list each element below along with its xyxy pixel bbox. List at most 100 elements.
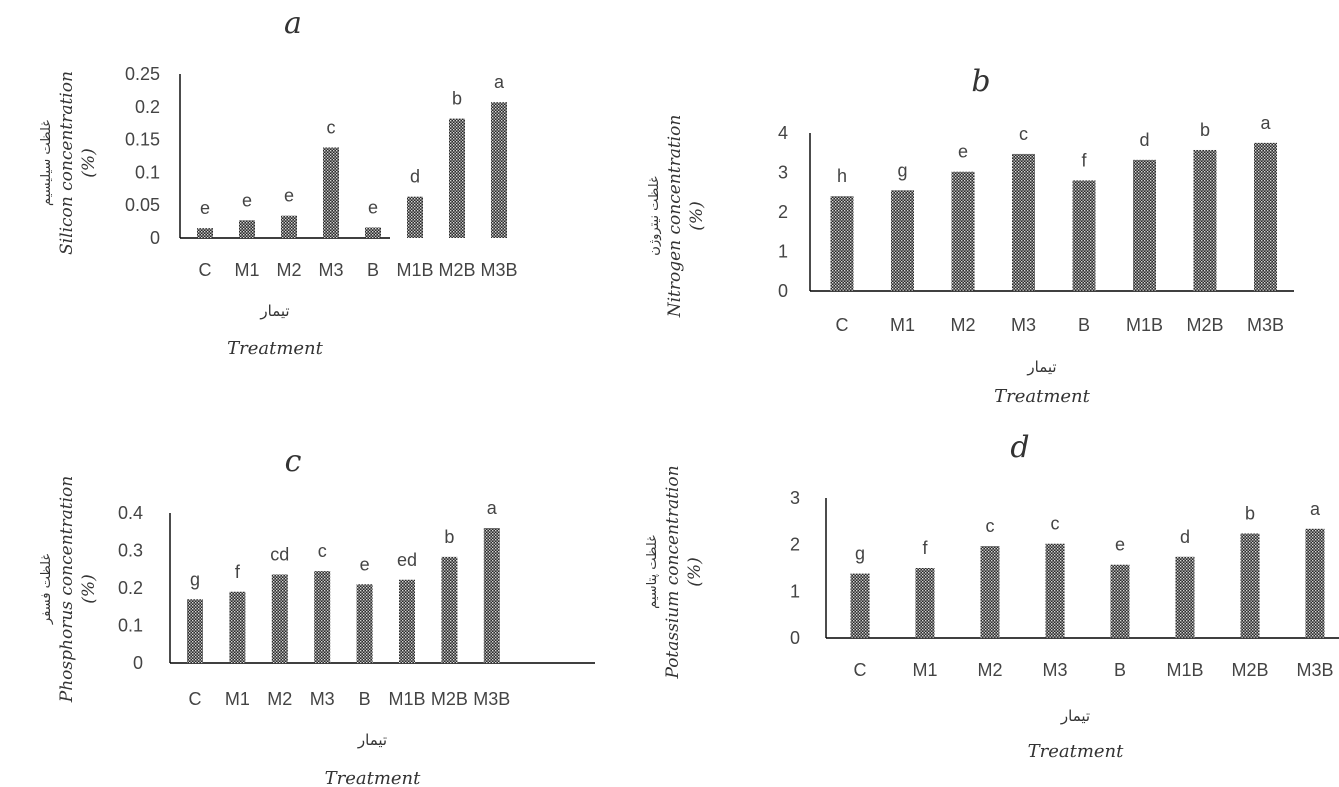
significance-letter: b (1245, 503, 1255, 523)
y-tick-label: 0.2 (118, 578, 143, 598)
y-tick-label: 0.4 (118, 503, 143, 523)
y-axis-label-group: غلظت نیتروژن Nitrogen concentration (%) (647, 115, 707, 319)
y-axis-label-fa: غلظت پتاسیم (645, 535, 660, 609)
bar-M3B (491, 102, 507, 238)
y-axis-label-unit: (%) (79, 574, 99, 603)
significance-letter: f (1081, 150, 1087, 170)
significance-letter: h (837, 166, 847, 186)
bar-C (187, 599, 203, 663)
significance-letter: b (1200, 120, 1210, 140)
x-tick-label: M1 (234, 260, 259, 280)
significance-letter: cd (270, 545, 289, 565)
y-tick-label: 0.1 (118, 616, 143, 636)
significance-letter: a (1260, 113, 1271, 133)
x-axis-label-fa: تیمار (259, 302, 289, 320)
y-tick-label: 2 (790, 535, 800, 555)
bar-M3 (314, 571, 331, 663)
significance-letter: b (444, 527, 454, 547)
y-axis-label-unit: (%) (79, 148, 99, 177)
bar-M1 (891, 190, 914, 291)
bar-M1 (915, 568, 935, 638)
y-tick-label: 1 (778, 242, 788, 262)
significance-letter: b (452, 89, 462, 109)
bar-M3B (483, 528, 500, 663)
x-axis-label-fa: تیمار (1060, 707, 1090, 725)
significance-letter: e (368, 198, 378, 218)
bar-C (197, 228, 213, 238)
y-axis-label-unit: (%) (687, 201, 707, 230)
x-tick-label: M3 (318, 260, 343, 280)
significance-letter: a (494, 72, 505, 92)
y-tick-label: 0 (790, 628, 800, 648)
y-tick-label: 4 (778, 123, 788, 143)
panel-letter: a (284, 6, 302, 41)
bar-B (356, 584, 373, 663)
x-axis-label-fa: تیمار (357, 731, 387, 749)
y-tick-label: 0.25 (125, 64, 160, 84)
chart-panel-c: c 0.4 0.3 0.2 0.1 0 g Cf M1 cd M2 c M3 e Bed M1B b M2B a M3… (39, 444, 595, 787)
significance-letter: ed (397, 550, 417, 570)
y-axis-label-group: غلظت فسفر Phosphorus concentration (%) (39, 476, 99, 703)
y-tick-label: 0.05 (125, 195, 160, 215)
x-tick-label: M2B (1231, 660, 1268, 680)
significance-letter: e (958, 142, 968, 162)
significance-letter: e (284, 186, 294, 206)
significance-letter: g (897, 160, 907, 180)
bar-B (1072, 180, 1096, 291)
chart-panel-d: d 3 2 1 0 g Cf M1 c M2 c M3 e Bd M1B b M2B a M3B تیمار Treat… (645, 430, 1339, 762)
bar-M1B (1175, 556, 1195, 638)
y-tick-label: 1 (790, 581, 800, 601)
chart-panel-a: a 0.25 0.2 0.15 0.1 0.05 0 e Ce M1 e M2 c M3 e Bd M1B b M2… (39, 6, 518, 359)
x-tick-label: M3 (1042, 660, 1067, 680)
x-tick-label: M2B (438, 260, 475, 280)
bar-M1 (229, 591, 246, 663)
bar-M2B (1193, 149, 1217, 291)
significance-letter: g (855, 544, 865, 564)
x-tick-label: M2 (267, 689, 292, 709)
y-tick-label: 0.1 (135, 162, 160, 182)
y-tick-label: 3 (790, 488, 800, 508)
x-tick-label: M2B (1186, 315, 1223, 335)
panel-letter: d (1010, 430, 1029, 465)
x-tick-label: M1 (225, 689, 250, 709)
bar-M3 (323, 147, 339, 238)
y-axis-label-fa: غلظت فسفر (39, 554, 54, 625)
significance-letter: f (922, 538, 928, 558)
bar-M2B (1240, 533, 1260, 638)
x-tick-label: M3 (1011, 315, 1036, 335)
y-tick-label: 0 (133, 653, 143, 673)
significance-letter: d (410, 167, 420, 187)
significance-letter: a (487, 498, 498, 518)
x-tick-label: M3B (473, 689, 510, 709)
x-tick-label: M1B (388, 689, 425, 709)
y-tick-label: 3 (778, 163, 788, 183)
x-tick-label: M2B (431, 689, 468, 709)
x-tick-label: C (854, 660, 867, 680)
x-axis-label-en: Treatment (994, 386, 1091, 407)
x-tick-label: M3 (310, 689, 335, 709)
y-tick-label: 2 (778, 202, 788, 222)
bar-C (830, 196, 854, 291)
y-axis-label-en: Potassium concentration (663, 465, 683, 679)
bar-M2 (980, 546, 1000, 638)
bar-M2B (449, 118, 465, 238)
x-tick-label: M2 (977, 660, 1002, 680)
bar-M3 (1045, 543, 1065, 638)
x-tick-label: C (199, 260, 212, 280)
chart-panel-b: b 4 3 2 1 0 h Cg M1 e M2 c M3 f Bd M1B b M2B a M3B تیمار Trea… (647, 64, 1294, 407)
significance-letter: d (1139, 130, 1149, 150)
y-tick-label: 0 (778, 281, 788, 301)
x-tick-label: C (189, 689, 202, 709)
significance-letter: g (190, 569, 200, 589)
x-tick-label: C (836, 315, 849, 335)
bar-M2B (441, 556, 458, 663)
x-tick-label: M3B (1247, 315, 1284, 335)
y-axis-label-en: Nitrogen concentration (665, 115, 685, 319)
significance-letter: c (1019, 124, 1028, 144)
significance-letter: a (1310, 499, 1321, 519)
x-tick-label: M1 (890, 315, 915, 335)
bar-M1B (399, 579, 415, 663)
bar-M1B (407, 196, 423, 238)
significance-letter: c (1051, 514, 1060, 534)
significance-letter: e (242, 190, 252, 210)
